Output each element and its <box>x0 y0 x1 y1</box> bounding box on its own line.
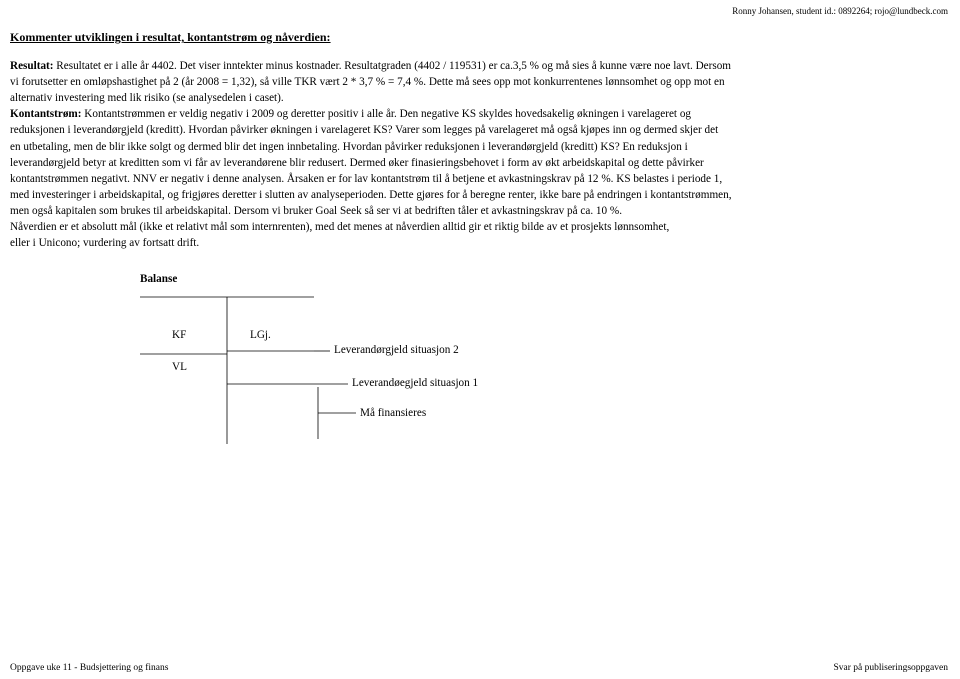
label-maa: Må finansieres <box>360 407 426 419</box>
p6: en utbetaling, men de blir ikke solgt og… <box>10 140 950 155</box>
p3: alternativ investering med lik risiko (s… <box>10 91 950 106</box>
footer-left: Oppgave uke 11 - Budsjettering og finans <box>10 663 168 673</box>
balanse-diagram: KF VL LGj. Leverandørgjeld situasjon 2 L… <box>140 289 600 449</box>
balanse-block: Balanse KF VL <box>140 273 950 449</box>
resultat-lead: Resultat: <box>10 60 54 72</box>
label-kf: KF <box>172 329 186 341</box>
label-lev2: Leverandørgjeld situasjon 2 <box>334 344 459 356</box>
balanse-svg <box>140 289 600 449</box>
balanse-title: Balanse <box>140 273 950 285</box>
label-lev1: Leverandøegjeld situasjon 1 <box>352 377 478 389</box>
p9: med investeringer i arbeidskapital, og f… <box>10 188 950 203</box>
label-vl: VL <box>172 361 187 373</box>
header-student-line: Ronny Johansen, student id.: 0892264; ro… <box>732 6 948 16</box>
p11: Nåverdien er et absolutt mål (ikke et re… <box>10 220 950 235</box>
section-title: Kommenter utviklingen i resultat, kontan… <box>10 30 950 45</box>
footer-right: Svar på publiseringsoppgaven <box>833 663 948 673</box>
footer: Oppgave uke 11 - Budsjettering og finans… <box>10 663 948 673</box>
label-lgj: LGj. <box>250 329 271 341</box>
p8: kontantstrømmen negativt. NNV er negativ… <box>10 172 950 187</box>
p12: eller i Unicono; vurdering av fortsatt d… <box>10 236 950 251</box>
p5: reduksjonen i leverandørgjeld (kreditt).… <box>10 123 950 138</box>
kontantstrom-lead: Kontantstrøm: <box>10 108 81 120</box>
p10: men også kapitalen som brukes til arbeid… <box>10 204 950 219</box>
p2: vi forutsetter en omløpshastighet på 2 (… <box>10 75 950 90</box>
p4-rest: Kontantstrømmen er veldig negativ i 2009… <box>81 108 691 120</box>
p7: leverandørgjeld betyr at kreditten som v… <box>10 156 950 171</box>
body-paragraphs: Resultat: Resultatet er i alle år 4402. … <box>10 59 950 251</box>
p1-rest: Resultatet er i alle år 4402. Det viser … <box>54 60 732 72</box>
